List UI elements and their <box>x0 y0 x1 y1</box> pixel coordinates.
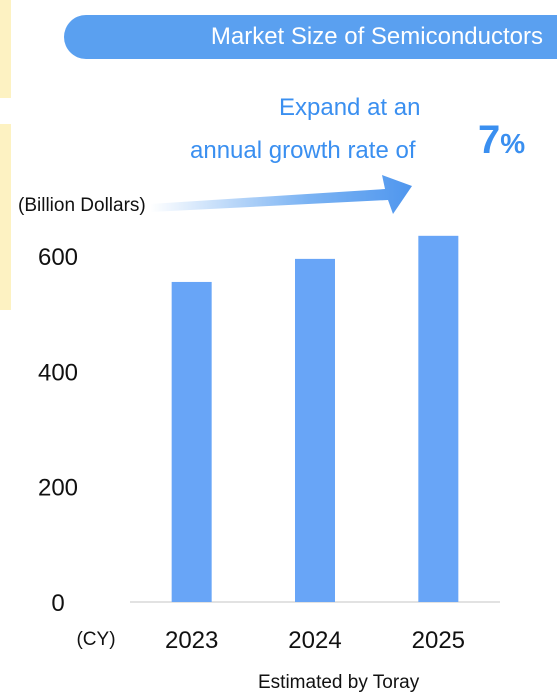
x-axis-unit-label: (CY) <box>76 629 115 650</box>
x-tick-label: 2023 <box>165 627 218 654</box>
growth-rate-number: 7 <box>478 118 501 162</box>
y-tick-label: 600 <box>38 244 78 271</box>
side-accent-strip <box>0 0 11 98</box>
y-axis-unit-label: (Billion Dollars) <box>18 195 146 216</box>
y-tick-label: 0 <box>51 590 64 617</box>
growth-rate-unit: % <box>500 128 526 159</box>
chart-title-banner: Market Size of Semiconductors <box>64 15 557 59</box>
bar-2023 <box>171 281 212 602</box>
side-accent-strip-lower <box>0 124 11 310</box>
x-tick-label: 2024 <box>288 627 341 654</box>
chart-title: Market Size of Semiconductors <box>210 23 543 50</box>
bar-2024 <box>295 258 335 602</box>
y-tick-label: 200 <box>38 475 78 502</box>
growth-rate-value: 7% <box>478 118 525 163</box>
source-note: Estimated by Toray <box>258 672 420 693</box>
x-tick-label: 2025 <box>412 627 465 654</box>
growth-arrow <box>150 175 412 214</box>
bar-2025 <box>418 235 459 603</box>
growth-annotation-line2: annual growth rate of <box>190 137 416 164</box>
growth-annotation-line1: Expand at an <box>279 94 421 121</box>
y-tick-label: 400 <box>38 359 78 386</box>
